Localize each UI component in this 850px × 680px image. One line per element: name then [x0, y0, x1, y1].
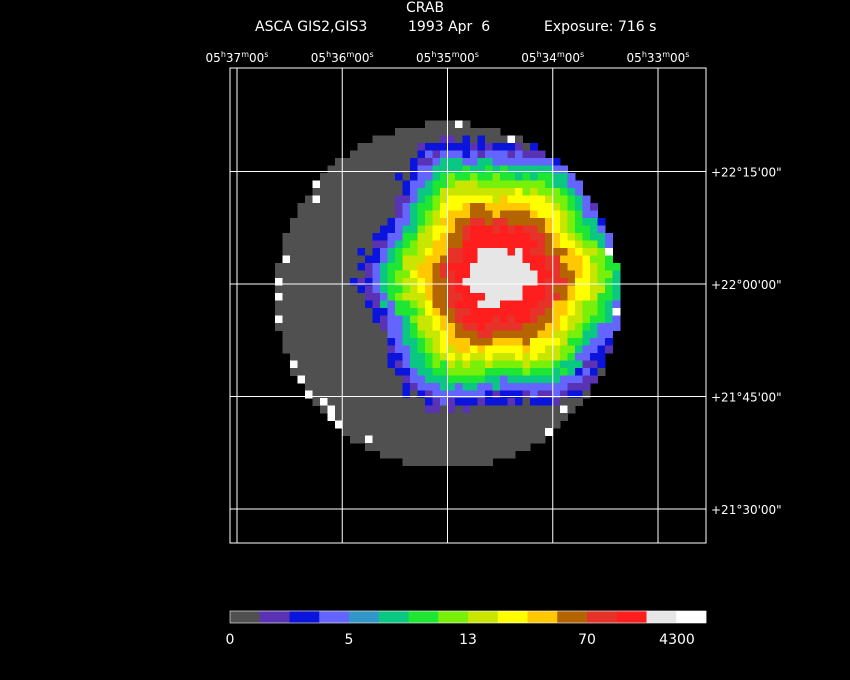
- heatmap-image: [275, 120, 621, 466]
- ra-tick-label: 05h36m00s: [311, 50, 374, 65]
- colorbar-swatch: [378, 611, 409, 623]
- colorbar-swatch: [438, 611, 469, 623]
- dec-tick-label: +21°30'00": [711, 503, 782, 517]
- observation-date: 1993 Apr 6: [408, 19, 491, 35]
- instrument-label: ASCA GIS2,GIS3: [255, 19, 368, 35]
- colorbar-swatch: [497, 611, 528, 623]
- colorbar-swatch: [616, 611, 647, 623]
- chart-subtitle: ASCA GIS2,GIS3 1993 Apr 6 Exposure: 716 …: [0, 19, 850, 39]
- ra-tick-label: 05h34m00s: [521, 50, 584, 65]
- dec-tick-label: +21°45'00": [711, 391, 782, 405]
- plot-frame: [229, 67, 707, 544]
- colorbar-label: 4300: [659, 632, 695, 648]
- dec-tick-label: +22°00'00": [711, 278, 782, 292]
- colorbar-swatch: [408, 611, 439, 623]
- dec-tick-label: +22°15'00": [711, 166, 782, 180]
- colorbar-swatch: [557, 611, 588, 623]
- chart-title: CRAB: [405, 0, 445, 16]
- colorbar-swatch: [259, 611, 290, 623]
- colorbar-swatch: [646, 611, 677, 623]
- ra-tick-label: 05h37m00s: [206, 50, 269, 65]
- ra-tick-label: 05h33m00s: [627, 50, 690, 65]
- colorbar-label: 5: [345, 632, 354, 648]
- ra-tick-label: 05h35m00s: [416, 50, 479, 65]
- colorbar-swatch: [676, 611, 707, 623]
- colorbar-swatch: [319, 611, 350, 623]
- colorbar-swatch: [468, 611, 499, 623]
- colorbar-label: 13: [459, 632, 477, 648]
- colorbar-swatch: [349, 611, 380, 623]
- exposure-label: Exposure: 716 s: [544, 19, 657, 35]
- colorbar-label: 70: [578, 632, 596, 648]
- colorbar-frame: [229, 610, 707, 624]
- colorbar-swatch: [289, 611, 320, 623]
- colorbar-swatch: [527, 611, 558, 623]
- colorbar-label: 0: [226, 632, 235, 648]
- colorbar-swatch: [230, 611, 261, 623]
- colorbar-swatch: [587, 611, 618, 623]
